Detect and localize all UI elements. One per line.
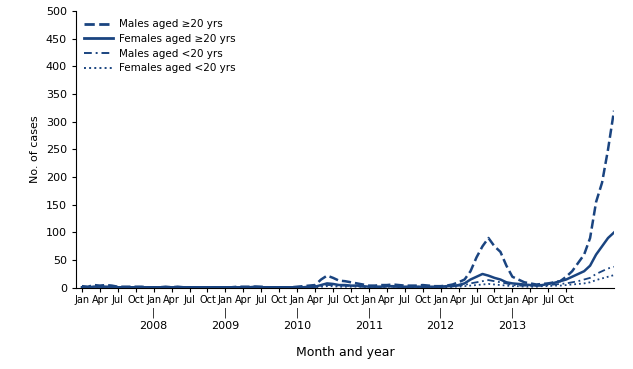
Text: |: | xyxy=(296,307,299,318)
Text: 2009: 2009 xyxy=(211,321,239,331)
Text: |: | xyxy=(224,307,227,318)
Text: |: | xyxy=(511,307,514,318)
Text: |: | xyxy=(152,307,155,318)
Text: |: | xyxy=(367,307,370,318)
Text: |: | xyxy=(439,307,442,318)
Text: 2011: 2011 xyxy=(355,321,383,331)
Y-axis label: No. of cases: No. of cases xyxy=(30,115,41,183)
Text: 2008: 2008 xyxy=(139,321,168,331)
Text: 2010: 2010 xyxy=(283,321,311,331)
Text: Month and year: Month and year xyxy=(296,346,394,359)
Text: 2012: 2012 xyxy=(427,321,454,331)
Legend: Males aged ≥20 yrs, Females aged ≥20 yrs, Males aged <20 yrs, Females aged <20 y: Males aged ≥20 yrs, Females aged ≥20 yrs… xyxy=(80,15,239,77)
Text: 2013: 2013 xyxy=(498,321,527,331)
